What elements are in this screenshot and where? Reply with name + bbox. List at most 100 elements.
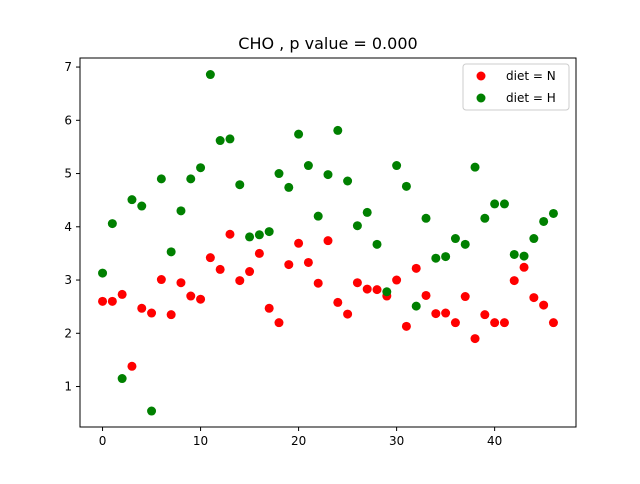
data-point bbox=[343, 176, 353, 186]
data-point bbox=[470, 162, 480, 172]
data-point bbox=[323, 236, 333, 246]
data-point bbox=[548, 208, 558, 218]
axes: 0 10 20 30 40 1 2 3 4 5 6 7 bbox=[64, 60, 502, 448]
data-point bbox=[303, 257, 313, 267]
legend-frame bbox=[462, 63, 570, 111]
data-point bbox=[196, 163, 206, 173]
data-point bbox=[225, 134, 235, 144]
y-tick-label: 4 bbox=[64, 220, 72, 234]
data-point bbox=[372, 285, 382, 295]
data-point bbox=[460, 239, 470, 249]
data-point bbox=[186, 174, 196, 184]
data-point bbox=[548, 318, 558, 328]
data-point bbox=[401, 181, 411, 191]
legend-label: diet = H bbox=[506, 91, 556, 105]
data-point bbox=[215, 136, 225, 146]
data-point bbox=[274, 169, 284, 179]
data-point bbox=[137, 201, 147, 211]
data-point bbox=[176, 206, 186, 216]
data-point bbox=[441, 308, 451, 318]
data-point bbox=[107, 219, 117, 229]
data-point bbox=[166, 247, 176, 257]
x-tick-label: 40 bbox=[487, 434, 502, 448]
data-point bbox=[411, 301, 421, 311]
data-point bbox=[127, 195, 137, 205]
data-point bbox=[460, 292, 470, 302]
data-point bbox=[274, 318, 284, 328]
data-point bbox=[401, 321, 411, 331]
data-point bbox=[205, 70, 215, 80]
y-tick-label: 2 bbox=[64, 326, 72, 340]
data-point bbox=[333, 297, 343, 307]
data-point bbox=[490, 318, 500, 328]
data-point bbox=[509, 276, 519, 286]
data-point bbox=[411, 263, 421, 273]
data-point bbox=[117, 289, 127, 299]
data-point bbox=[450, 234, 460, 244]
data-point bbox=[529, 293, 539, 303]
legend-marker bbox=[476, 71, 486, 81]
data-points bbox=[98, 70, 558, 416]
data-point bbox=[137, 303, 147, 313]
y-tick-label: 7 bbox=[64, 60, 72, 74]
data-point bbox=[156, 275, 166, 285]
data-point bbox=[196, 294, 206, 304]
y-tick-label: 6 bbox=[64, 113, 72, 127]
data-point bbox=[166, 310, 176, 320]
data-point bbox=[470, 334, 480, 344]
data-point bbox=[215, 264, 225, 274]
data-point bbox=[392, 275, 402, 285]
y-tick-label: 3 bbox=[64, 273, 72, 287]
x-tick-label: 0 bbox=[99, 434, 107, 448]
data-point bbox=[480, 310, 490, 320]
data-point bbox=[303, 161, 313, 171]
data-point bbox=[294, 129, 304, 139]
data-point bbox=[362, 284, 372, 294]
data-point bbox=[392, 161, 402, 171]
data-point bbox=[352, 221, 362, 231]
data-point bbox=[509, 249, 519, 259]
data-point bbox=[313, 211, 323, 221]
data-point bbox=[107, 296, 117, 306]
data-point bbox=[294, 238, 304, 248]
series-points bbox=[98, 70, 558, 416]
y-tick-label: 1 bbox=[64, 380, 72, 394]
legend: diet = N diet = H bbox=[462, 63, 570, 111]
data-point bbox=[421, 290, 431, 300]
data-point bbox=[176, 278, 186, 288]
data-point bbox=[254, 248, 264, 258]
data-point bbox=[313, 278, 323, 288]
data-point bbox=[264, 303, 274, 313]
data-point bbox=[98, 268, 108, 278]
x-tick-label: 20 bbox=[291, 434, 306, 448]
data-point bbox=[529, 234, 539, 244]
data-point bbox=[519, 262, 529, 272]
data-point bbox=[382, 287, 392, 297]
data-point bbox=[147, 406, 157, 416]
data-point bbox=[264, 227, 274, 237]
data-point bbox=[186, 291, 196, 301]
data-point bbox=[362, 207, 372, 217]
data-point bbox=[480, 213, 490, 223]
data-point bbox=[323, 170, 333, 180]
data-point bbox=[441, 252, 451, 262]
data-point bbox=[539, 300, 549, 310]
data-point bbox=[225, 229, 235, 239]
data-point bbox=[205, 253, 215, 263]
data-point bbox=[245, 267, 255, 277]
data-point bbox=[127, 361, 137, 371]
data-point bbox=[147, 308, 157, 318]
data-point bbox=[431, 309, 441, 319]
data-point bbox=[98, 296, 108, 306]
legend-marker bbox=[476, 93, 486, 103]
data-point bbox=[372, 239, 382, 249]
chart-title: CHO , p value = 0.000 bbox=[238, 34, 417, 53]
data-point bbox=[235, 276, 245, 286]
data-point bbox=[343, 309, 353, 319]
data-point bbox=[333, 125, 343, 135]
data-point bbox=[284, 260, 294, 270]
data-point bbox=[499, 199, 509, 209]
data-point bbox=[431, 253, 441, 263]
